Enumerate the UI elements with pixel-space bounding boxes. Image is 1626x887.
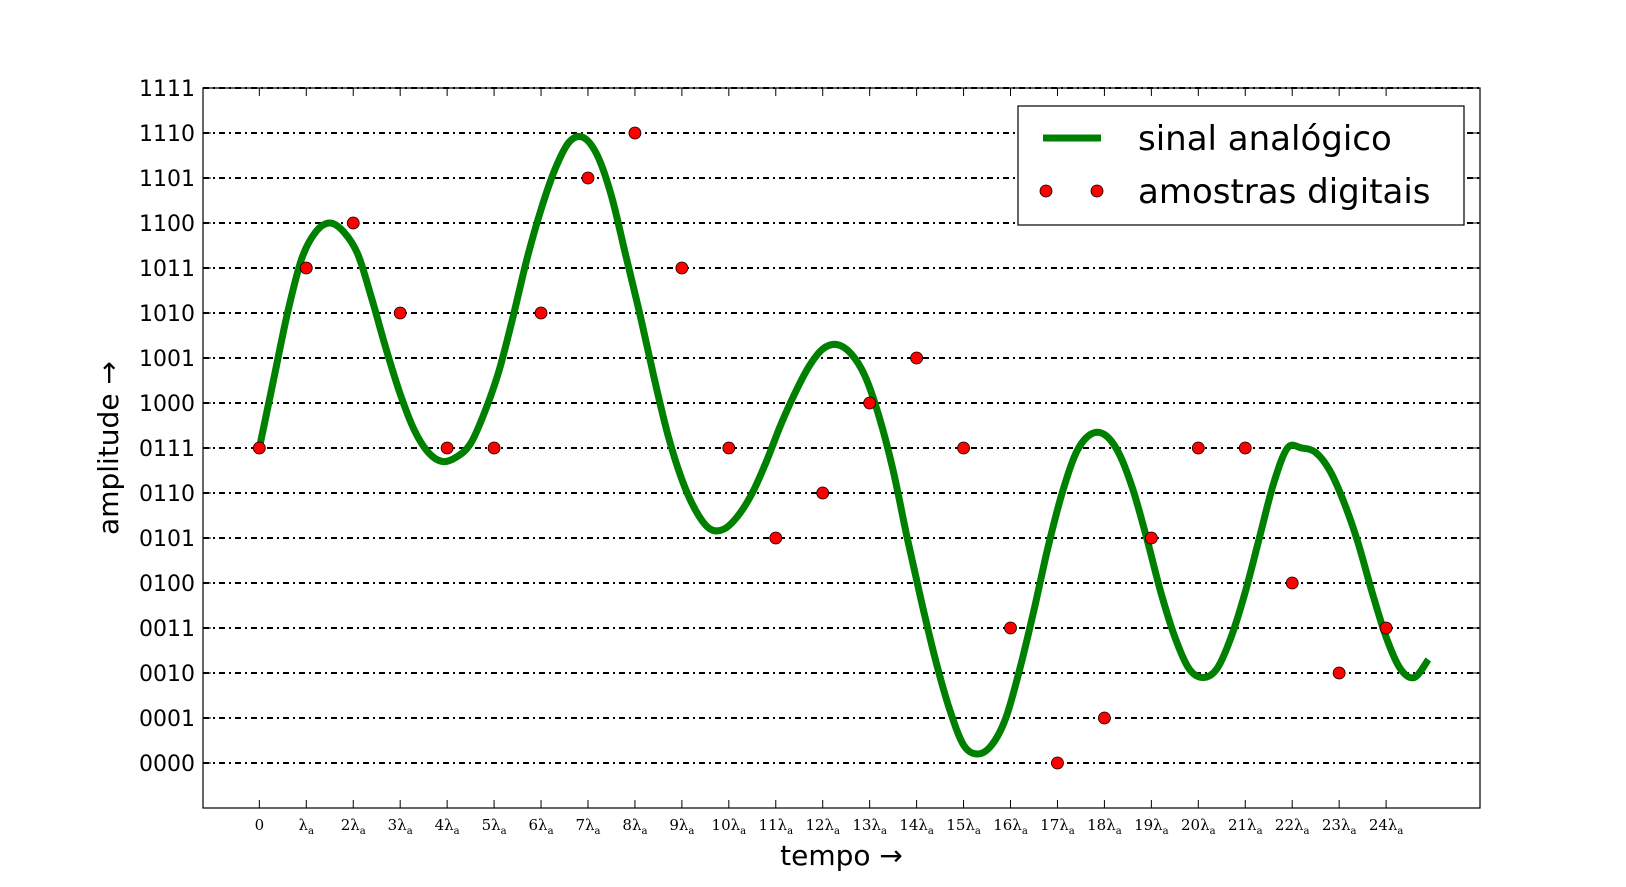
- x-tick-label: 14λa: [899, 816, 934, 837]
- legend-box: [1017, 105, 1465, 226]
- legend-marker-swatch: [1039, 184, 1053, 198]
- x-tick-label: 9λa: [669, 816, 694, 837]
- y-tick-label: 0101: [139, 527, 195, 552]
- x-tick-label: 16λa: [993, 816, 1028, 837]
- data-point: [722, 441, 736, 455]
- y-tick-label: 0100: [139, 572, 195, 597]
- x-tick-layer: 0 λa 2λa 3λa 4λa 5λa 6λa 7λa 8λa 9λa 10λa 11λa 12λa 1…: [255, 88, 1404, 837]
- x-tick-label: λa: [299, 816, 315, 837]
- x-tick-label: 5λa: [482, 816, 507, 837]
- series-line-analog: [255, 133, 1432, 758]
- x-tick-label: 4λa: [435, 816, 460, 837]
- x-tick-label: 24λa: [1369, 816, 1404, 837]
- legend: sinal analógico amostras digitais: [1017, 105, 1465, 226]
- x-tick-label: 23λa: [1322, 816, 1357, 837]
- data-point: [816, 486, 830, 500]
- x-tick-label: 2λa: [341, 816, 366, 837]
- x-tick-label: 17λa: [1040, 816, 1075, 837]
- x-tick-label: 21λa: [1228, 816, 1263, 837]
- data-point: [910, 351, 924, 365]
- x-tick-label: 19λa: [1134, 816, 1169, 837]
- x-tick-label: 8λa: [622, 816, 647, 837]
- y-tick-label: 1101: [139, 167, 195, 192]
- legend-label-analog: sinal analógico: [1138, 119, 1392, 159]
- x-tick-label: 13λa: [852, 816, 887, 837]
- x-axis-label: tempo →: [780, 839, 903, 872]
- data-point: [1379, 621, 1393, 635]
- y-tick-label: 0011: [139, 617, 195, 642]
- grid-layer: [203, 87, 1480, 764]
- x-tick-label: 11λa: [758, 816, 793, 837]
- x-tick-label: 0: [255, 816, 265, 834]
- x-tick-label: 12λa: [805, 816, 840, 837]
- data-point: [252, 441, 266, 455]
- x-tick-label: 6λa: [529, 816, 554, 837]
- y-tick-label: 1001: [139, 347, 195, 372]
- y-tick-label: 0111: [139, 437, 195, 462]
- data-point: [769, 531, 783, 545]
- data-point: [581, 171, 595, 185]
- data-point: [1191, 441, 1205, 455]
- y-tick-label: 0110: [139, 482, 195, 507]
- x-tick-label: 22λa: [1275, 816, 1310, 837]
- data-point: [534, 306, 548, 320]
- y-tick-label: 1111: [139, 77, 195, 102]
- y-tick-label: 0010: [139, 662, 195, 687]
- data-point: [487, 441, 501, 455]
- data-point: [346, 216, 360, 230]
- data-point: [1238, 441, 1252, 455]
- x-tick-label: 10λa: [712, 816, 747, 837]
- data-point: [863, 396, 877, 410]
- y-tick-label: 1011: [139, 257, 195, 282]
- y-axis-label: amplitude →: [92, 361, 125, 535]
- data-point: [1098, 711, 1111, 725]
- x-tick-label: 18λa: [1087, 816, 1122, 837]
- data-point: [1144, 531, 1158, 545]
- data-point: [675, 261, 689, 275]
- x-tick-label: 3λa: [388, 816, 413, 837]
- data-point: [440, 441, 454, 455]
- line-layer: [255, 133, 1432, 758]
- x-tick-label: 7λa: [575, 816, 600, 837]
- legend-marker-swatch: [1090, 184, 1104, 198]
- y-tick-label: 0000: [139, 752, 195, 777]
- y-tick-label: 1100: [139, 212, 195, 237]
- x-tick-label: 20λa: [1181, 816, 1216, 837]
- data-point: [1004, 621, 1017, 635]
- data-point: [1332, 666, 1346, 680]
- data-point: [299, 261, 313, 275]
- data-point: [1051, 756, 1064, 770]
- y-tick-label: 1010: [139, 302, 195, 327]
- y-tick-label: 1110: [139, 122, 195, 147]
- data-point: [957, 441, 970, 455]
- data-point: [628, 126, 642, 140]
- legend-label-digital: amostras digitais: [1138, 172, 1431, 212]
- marker-layer: [252, 126, 1393, 770]
- x-tick-label: 15λa: [946, 816, 981, 837]
- data-point: [393, 306, 407, 320]
- y-tick-label: 0001: [139, 707, 195, 732]
- data-point: [1285, 576, 1299, 590]
- y-tick-layer: 0000 0001 0010 0011 0100 0101 0110 0111 1000 1001…: [139, 77, 1480, 777]
- y-tick-label: 1000: [139, 392, 195, 417]
